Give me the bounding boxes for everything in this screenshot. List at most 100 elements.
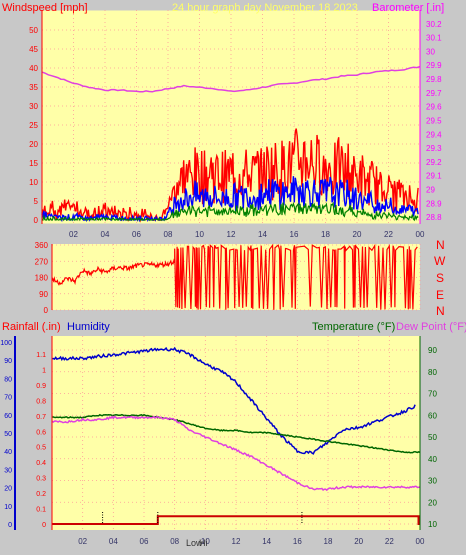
wind-y-tick: 15 bbox=[29, 159, 38, 168]
baro-y-tick: 29.4 bbox=[426, 130, 442, 139]
humidity-y-tick: 40 bbox=[4, 449, 12, 456]
temp-y-tick: 90 bbox=[428, 346, 437, 355]
dir-label-n-bottom: N bbox=[436, 304, 445, 318]
climate-x-tick: 06 bbox=[140, 537, 149, 546]
humidity-y-tick: 0 bbox=[8, 522, 12, 529]
temp-y-tick: 30 bbox=[428, 477, 437, 486]
dir-y-tick: 270 bbox=[35, 257, 49, 266]
temp-y-tick: 80 bbox=[428, 368, 437, 377]
climate-x-tick: 04 bbox=[109, 537, 118, 546]
temperature-line bbox=[51, 413, 421, 454]
wind-x-tick: 04 bbox=[101, 230, 110, 239]
rain-y-tick: 0 bbox=[42, 522, 46, 529]
wind-x-tick: 20 bbox=[353, 230, 362, 239]
graph-title: 24 hour graph day November 18 2023 bbox=[172, 2, 358, 14]
wind-x-tick: 00 bbox=[416, 230, 425, 239]
climate-x-tick: 22 bbox=[385, 537, 394, 546]
wind-x-tick: 02 bbox=[69, 230, 78, 239]
baro-y-tick: 29.1 bbox=[426, 172, 442, 181]
dir-y-tick: 180 bbox=[35, 274, 49, 283]
rain-y-tick: 1.1 bbox=[36, 352, 46, 359]
temp-y-tick: 70 bbox=[428, 390, 437, 399]
humidity-y-tick: 60 bbox=[4, 413, 12, 420]
wind-y-tick: 45 bbox=[29, 45, 38, 54]
climate-x-tick: 14 bbox=[262, 537, 271, 546]
rain-y-tick: 0.2 bbox=[36, 491, 46, 498]
temp-y-tick: 50 bbox=[428, 433, 437, 442]
humidity-y-tick: 30 bbox=[4, 467, 12, 474]
barometer-line bbox=[41, 65, 421, 93]
barometer-axis-title: Barometer [.in] bbox=[372, 2, 444, 14]
dir-label-w: W bbox=[434, 254, 446, 268]
wind-x-tick: 12 bbox=[227, 230, 236, 239]
temp-y-tick: 40 bbox=[428, 455, 437, 464]
rainfall-line bbox=[52, 515, 420, 525]
wind-axis-title: Windspeed [mph] bbox=[2, 2, 88, 14]
climate-x-tick: 08 bbox=[170, 537, 179, 546]
wind-low-line bbox=[41, 201, 419, 222]
hi-marker-label: Hi bbox=[199, 538, 208, 548]
climate-x-tick: 18 bbox=[324, 537, 333, 546]
rain-y-tick: 0.3 bbox=[36, 476, 46, 483]
rainfall-axis-title: Rainfall (.in) bbox=[2, 321, 61, 333]
baro-y-tick: 29.8 bbox=[426, 75, 442, 84]
baro-y-tick: 29.2 bbox=[426, 158, 442, 167]
temperature-axis-title: Temperature (°F) bbox=[312, 321, 395, 333]
rain-y-tick: 0.1 bbox=[36, 507, 46, 514]
dir-label-s: S bbox=[436, 271, 444, 285]
rain-y-tick: 0.4 bbox=[36, 460, 46, 467]
wind-y-tick: 0 bbox=[34, 216, 39, 225]
temp-y-tick: 60 bbox=[428, 411, 437, 420]
baro-y-tick: 30.2 bbox=[426, 20, 442, 29]
rain-y-tick: 0.8 bbox=[36, 398, 46, 405]
humidity-y-tick: 90 bbox=[4, 358, 12, 365]
rain-y-tick: 0.9 bbox=[36, 383, 46, 390]
humidity-line bbox=[51, 346, 416, 455]
wind-y-tick: 40 bbox=[29, 64, 38, 73]
climate-x-tick: 20 bbox=[354, 537, 363, 546]
wind-x-tick: 16 bbox=[290, 230, 299, 239]
baro-y-tick: 28.9 bbox=[426, 199, 442, 208]
baro-y-tick: 29.3 bbox=[426, 144, 442, 153]
wind-peak-line bbox=[41, 128, 419, 223]
humidity-y-tick: 70 bbox=[4, 395, 12, 402]
humidity-axis-title: Humidity bbox=[67, 321, 110, 333]
baro-y-tick: 29.9 bbox=[426, 61, 442, 70]
climate-x-tick: 02 bbox=[78, 537, 87, 546]
wind-y-tick: 35 bbox=[29, 83, 38, 92]
baro-y-tick: 29.6 bbox=[426, 103, 442, 112]
baro-y-tick: 29.5 bbox=[426, 116, 442, 125]
wind-x-tick: 14 bbox=[258, 230, 267, 239]
climate-x-tick: 00 bbox=[416, 537, 425, 546]
wind-y-tick: 30 bbox=[29, 102, 38, 111]
wind-direction-line bbox=[51, 243, 418, 310]
wind-x-tick: 10 bbox=[195, 230, 204, 239]
rain-y-tick: 0.5 bbox=[36, 445, 46, 452]
wind-x-tick: 22 bbox=[384, 230, 393, 239]
dir-label-n-top: N bbox=[436, 238, 445, 252]
wind-y-tick: 20 bbox=[29, 140, 38, 149]
dir-y-tick: 90 bbox=[39, 290, 48, 299]
dewpoint-axis-title: Dew Point (°F) bbox=[396, 321, 466, 333]
wind-x-tick: 08 bbox=[164, 230, 173, 239]
wind-x-tick: 06 bbox=[132, 230, 141, 239]
dir-label-e: E bbox=[436, 288, 444, 302]
temp-y-tick: 20 bbox=[428, 498, 437, 507]
climate-x-tick: 10 bbox=[201, 537, 210, 546]
wind-y-tick: 50 bbox=[29, 26, 38, 35]
wind-x-tick: 18 bbox=[321, 230, 330, 239]
dir-y-tick: 360 bbox=[35, 241, 49, 250]
humidity-y-tick: 100 bbox=[0, 340, 12, 347]
climate-x-tick: 16 bbox=[293, 537, 302, 546]
rain-y-tick: 0.6 bbox=[36, 429, 46, 436]
humidity-y-tick: 50 bbox=[4, 431, 12, 438]
wind-y-tick: 25 bbox=[29, 121, 38, 130]
humidity-y-tick: 10 bbox=[4, 504, 12, 511]
humidity-y-tick: 20 bbox=[4, 486, 12, 493]
low-marker-label: Low bbox=[186, 538, 203, 548]
rain-y-tick: 1 bbox=[42, 367, 46, 374]
baro-y-tick: 30.1 bbox=[426, 34, 442, 43]
dir-y-tick: 0 bbox=[44, 306, 49, 315]
